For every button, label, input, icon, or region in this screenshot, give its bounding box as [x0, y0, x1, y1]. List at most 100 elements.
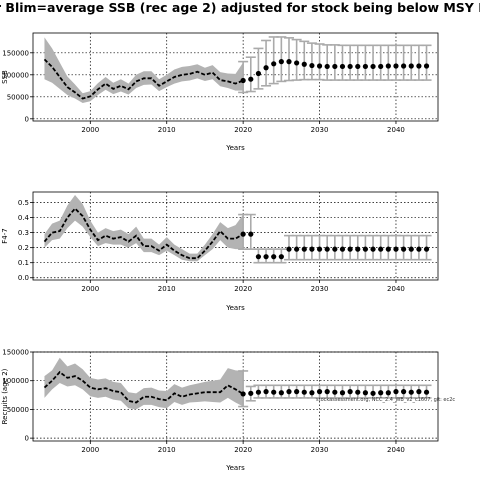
forecast-point — [393, 63, 399, 69]
forecast-point — [385, 390, 391, 396]
forecast-point — [255, 254, 262, 260]
chart-panel-ssb: 2000 2010 2020 2030 2040 0 50000 100000 150000 Ye… — [1, 32, 439, 152]
forecast-point — [240, 231, 246, 237]
forecast-errorbar — [245, 56, 256, 93]
forecast-point — [370, 246, 376, 252]
forecast-point — [278, 59, 284, 65]
forecast-errorbar — [291, 38, 302, 81]
y-tick-label: 50000 — [7, 406, 29, 414]
forecast-point — [362, 63, 369, 70]
forecast-errorbar — [253, 47, 264, 90]
forecast-point — [309, 246, 315, 252]
x-tick-label: 2020 — [234, 446, 252, 454]
forecast-point — [255, 70, 262, 77]
forecast-point — [278, 254, 284, 260]
plot-frame — [32, 351, 439, 442]
x-tick-label: 2020 — [234, 285, 252, 293]
forecast-point — [423, 246, 430, 252]
x-axis-label: Years — [225, 464, 245, 472]
forecast-point — [339, 246, 346, 252]
forecast-point — [286, 246, 292, 252]
forecast-point — [339, 63, 346, 70]
forecast-errorbar — [299, 40, 310, 81]
x-axis-label: Years — [225, 304, 245, 312]
forecast-point — [347, 389, 353, 395]
estimate-line — [43, 370, 244, 404]
forecast-point — [240, 391, 246, 397]
forecast-point — [324, 246, 330, 252]
confidence-band — [44, 37, 244, 103]
y-tick-label: 0 — [25, 115, 29, 123]
forecast-point — [316, 246, 323, 252]
y-tick-label: 100000 — [2, 377, 29, 385]
forecast-point — [362, 390, 369, 396]
plot-frame — [32, 191, 439, 281]
forecast-errorbar — [314, 43, 325, 81]
y-tick-label: 0.4 — [18, 214, 30, 222]
forecast-point — [416, 63, 422, 69]
forecast-errorbar — [352, 44, 363, 81]
forecast-errorbar — [383, 44, 394, 81]
estimate-line — [43, 58, 244, 100]
figure-title: or Blim=average SSB (rec age 2) adjusted… — [0, 0, 480, 15]
forecast-point — [393, 389, 399, 395]
x-tick-label: 2030 — [311, 446, 329, 454]
forecast-point — [332, 246, 338, 252]
forecast-point — [401, 63, 407, 69]
chart-panel-f: 2000 2010 2020 2030 2040 0.0 0.1 0.2 0.3 0.4 0.5 Ye… — [1, 191, 439, 312]
forecast-point — [416, 389, 422, 395]
forecast-point — [309, 62, 315, 69]
x-tick-label: 2030 — [311, 285, 329, 293]
forecast-point — [416, 246, 422, 252]
forecast-point — [248, 390, 254, 396]
y-tick-label: 150000 — [2, 349, 29, 357]
forecast-point — [332, 63, 338, 70]
forecast-point — [347, 246, 353, 252]
forecast-errorbar — [238, 60, 249, 94]
confidence-band — [44, 357, 244, 410]
x-tick-label: 2010 — [158, 446, 176, 454]
forecast-point — [301, 389, 307, 395]
forecast-point — [263, 254, 269, 260]
forecast-point — [294, 389, 300, 395]
forecast-point — [408, 389, 414, 395]
y-axis-label: F4-7 — [1, 228, 9, 243]
forecast-point — [263, 65, 269, 71]
forecast-errorbar — [421, 44, 432, 81]
x-axis-label: Years — [225, 144, 245, 152]
forecast-point — [278, 390, 284, 396]
y-tick-label: 0.5 — [18, 199, 29, 207]
y-tick-label: 50000 — [7, 93, 29, 101]
forecast-point — [355, 246, 361, 252]
x-tick-label: 2020 — [234, 126, 252, 134]
plot-frame — [32, 32, 439, 122]
y-tick-label: 0.2 — [18, 244, 29, 252]
forecast-point — [378, 390, 384, 396]
forecast-point — [301, 246, 307, 252]
forecast-point — [324, 63, 330, 70]
forecast-point — [248, 76, 254, 82]
x-tick-label: 2000 — [81, 446, 99, 454]
x-tick-label: 2040 — [387, 285, 405, 293]
forecast-point — [362, 246, 369, 252]
forecast-point — [408, 63, 414, 69]
forecast-point — [271, 61, 277, 67]
forecast-point — [355, 389, 361, 395]
y-tick-label: 0.3 — [18, 229, 29, 237]
forecast-point — [370, 63, 376, 70]
forecast-point — [294, 60, 300, 66]
x-tick-label: 2000 — [81, 285, 99, 293]
forecast-point — [385, 246, 391, 252]
y-tick-label: 100000 — [2, 71, 29, 79]
forecast-errorbar — [390, 44, 401, 81]
y-axis-label: Recruits (age 2) — [1, 368, 9, 424]
forecast-point — [393, 246, 399, 252]
forecast-errorbar — [345, 44, 356, 81]
forecast-point — [286, 59, 292, 65]
forecast-point — [332, 389, 338, 395]
forecast-errorbar — [238, 370, 249, 408]
forecast-point — [301, 61, 307, 67]
forecast-errorbar — [261, 39, 272, 87]
forecast-point — [339, 390, 346, 396]
